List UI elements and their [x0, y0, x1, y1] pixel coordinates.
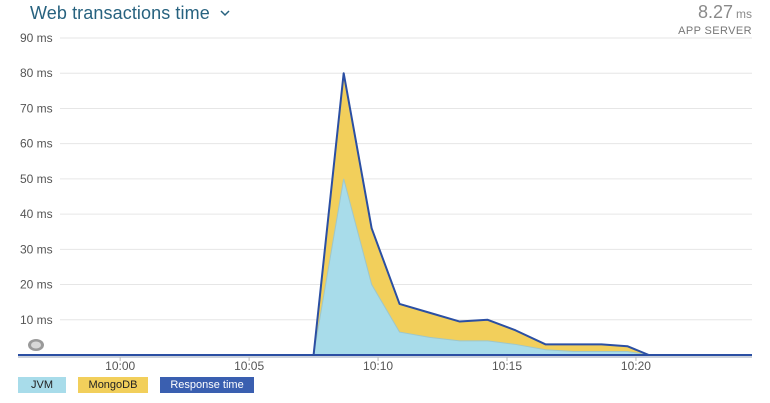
chart-title-dropdown[interactable]: Web transactions time: [30, 0, 230, 26]
legend-item-jvm[interactable]: JVM: [18, 377, 66, 393]
x-tick-label: 10:00: [105, 359, 135, 373]
y-tick-label: 10 ms: [20, 313, 53, 327]
legend-item-response-time[interactable]: Response time: [160, 377, 254, 393]
series-line-response-time: [312, 72, 650, 356]
summary-metric: 8.27 ms APP SERVER: [678, 2, 752, 37]
x-tick-label: 10:15: [492, 359, 522, 373]
legend-item-mongodb[interactable]: MongoDB: [78, 377, 148, 393]
summary-unit: ms: [736, 7, 752, 21]
series-area-mongodb: [313, 73, 649, 355]
y-tick-label: 80 ms: [20, 66, 53, 80]
y-tick-label: 40 ms: [20, 207, 53, 221]
summary-value: 8.27: [697, 2, 733, 22]
x-tick-label: 10:10: [363, 359, 393, 373]
y-tick-label: 50 ms: [20, 172, 53, 186]
chevron-down-icon: [220, 9, 230, 17]
series-area-jvm: [313, 178, 649, 355]
y-tick-label: 30 ms: [20, 242, 53, 256]
event-marker-icon[interactable]: [28, 339, 44, 351]
y-tick-label: 20 ms: [20, 278, 53, 292]
x-tick-label: 10:20: [621, 359, 651, 373]
chart-title: Web transactions time: [30, 2, 210, 23]
y-tick-label: 90 ms: [20, 31, 53, 45]
y-tick-label: 60 ms: [20, 137, 53, 151]
y-tick-label: 70 ms: [20, 101, 53, 115]
summary-label: APP SERVER: [678, 25, 752, 37]
chart-legend: JVM MongoDB Response time: [18, 377, 254, 393]
x-tick-label: 10:05: [234, 359, 264, 373]
series-line-jvm: [313, 178, 649, 356]
